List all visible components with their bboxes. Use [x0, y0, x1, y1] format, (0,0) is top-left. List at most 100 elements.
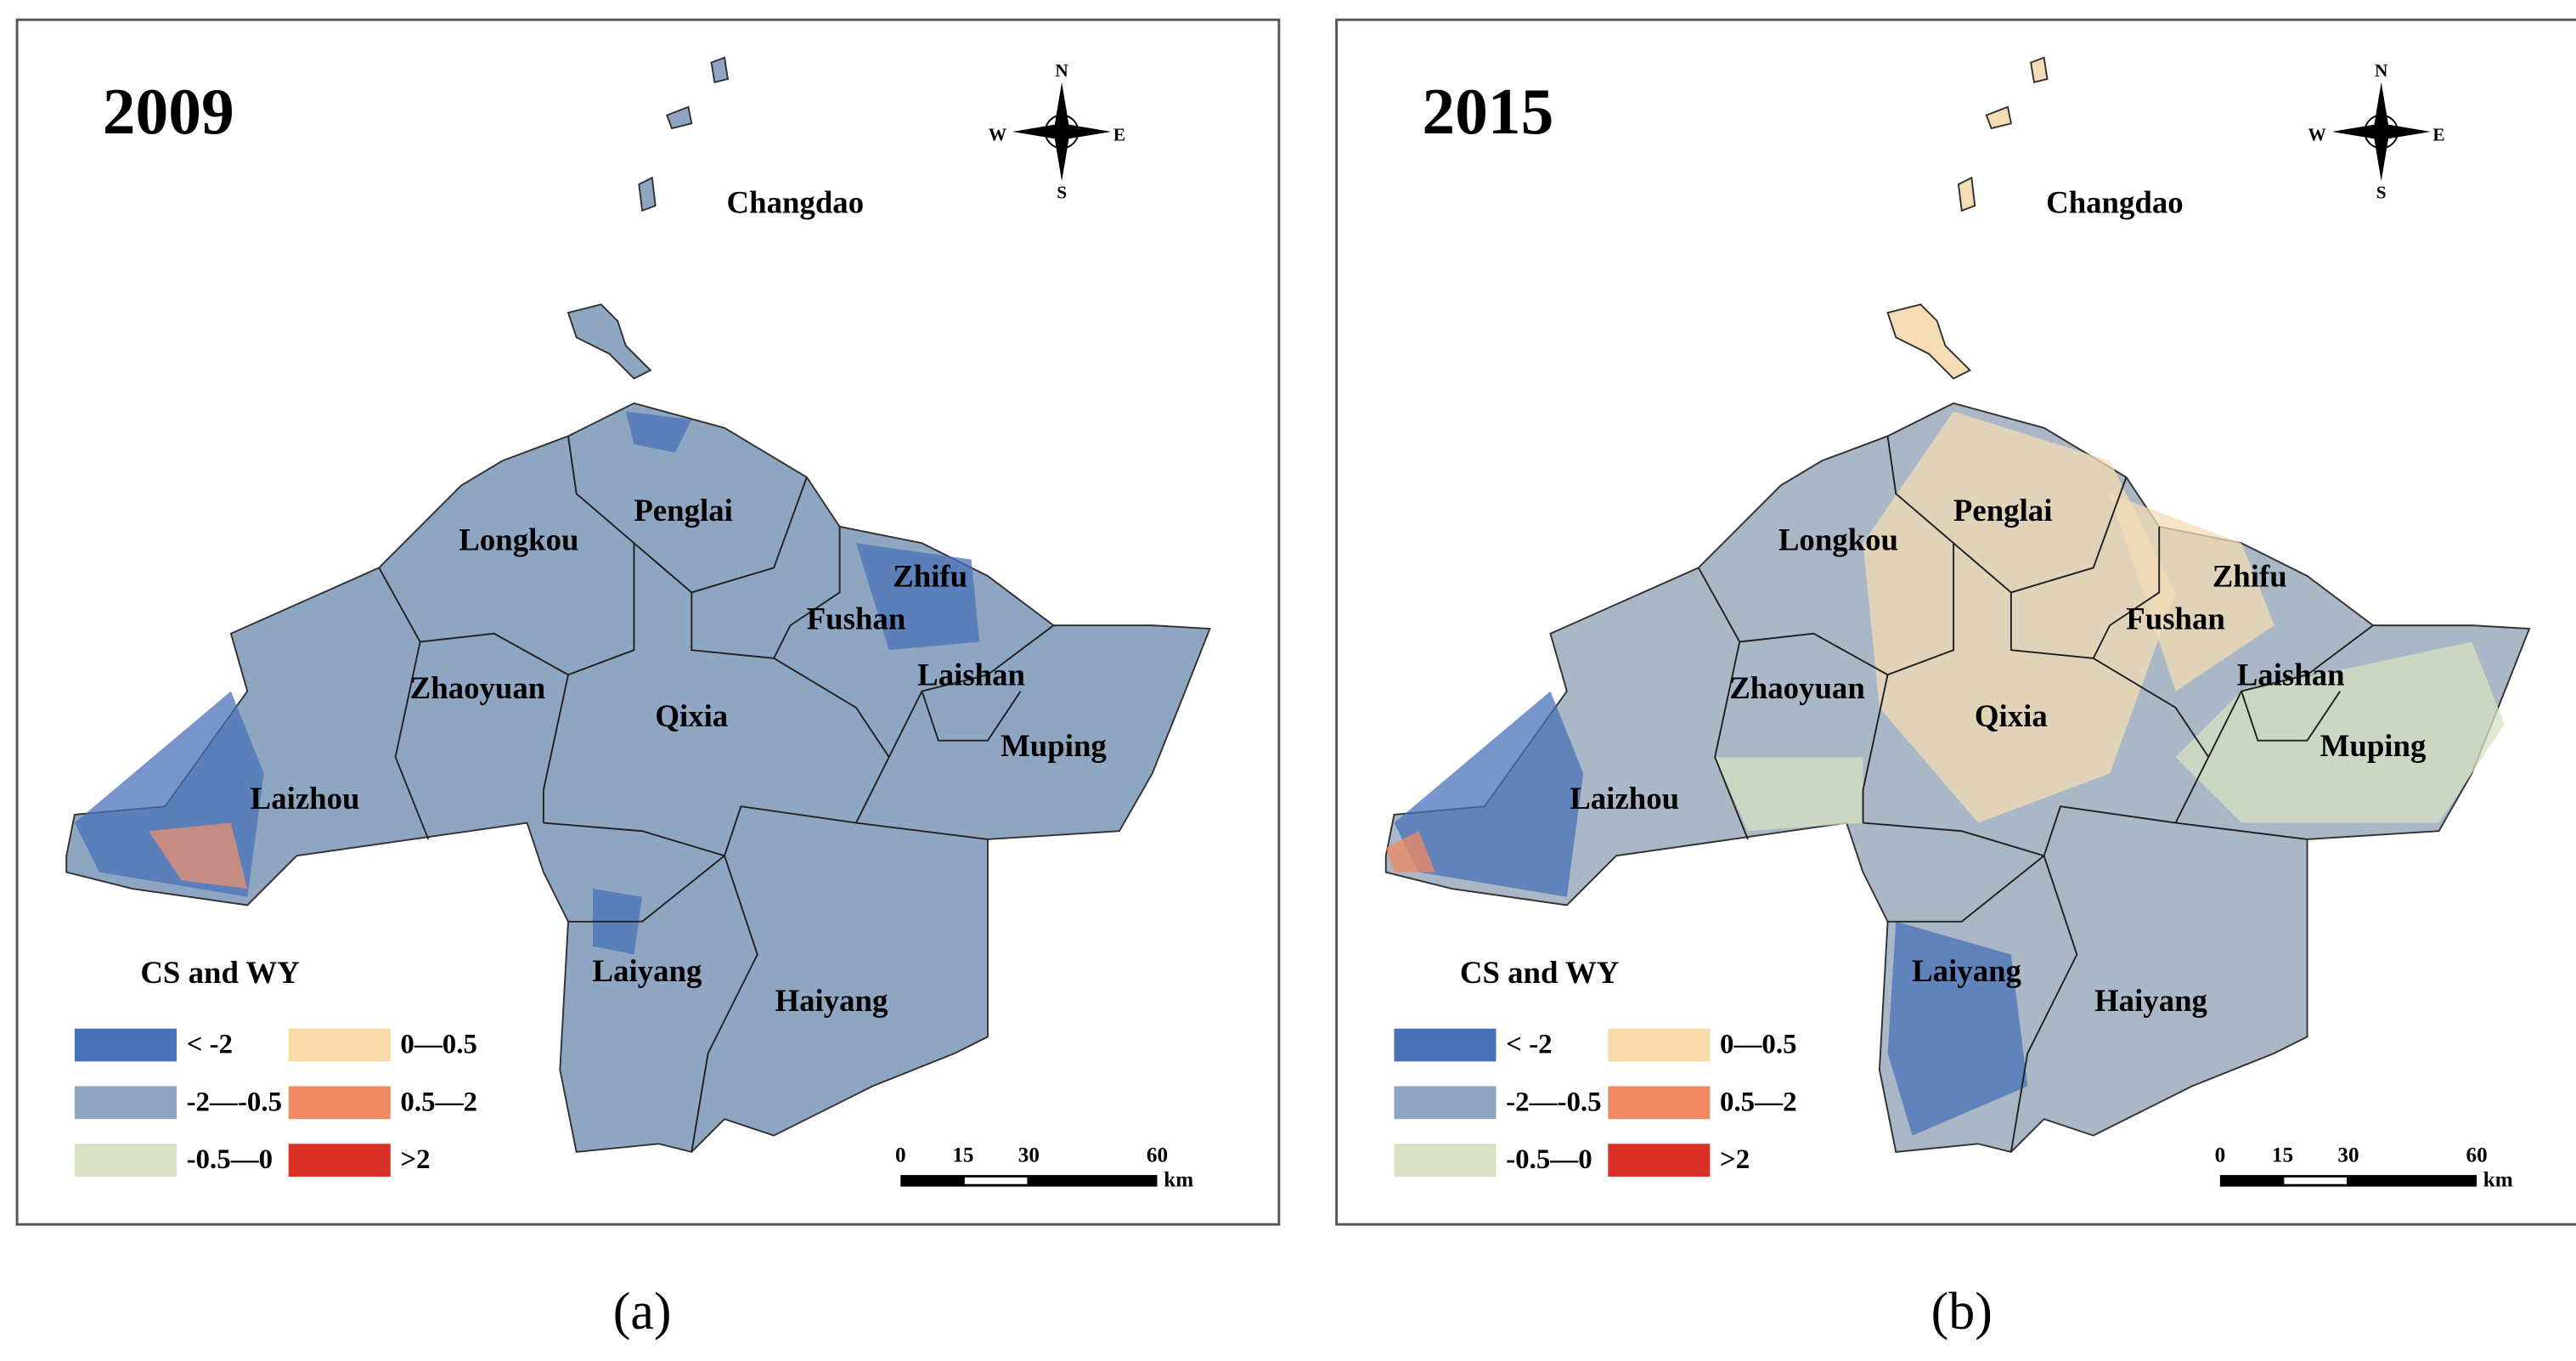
- region-label: Zhifu: [2212, 558, 2287, 593]
- island: [1886, 303, 1972, 380]
- scale-tick: 15: [952, 1144, 973, 1167]
- land-cover-patch: [1863, 411, 2176, 823]
- district-border: [378, 567, 430, 840]
- land-cover-patch: [2110, 494, 2274, 692]
- compass-w: W: [989, 125, 1006, 145]
- region-label: Zhaoyuan: [410, 670, 546, 705]
- region-label: Laishan: [2237, 658, 2345, 692]
- legend-label: < -2: [1506, 1030, 1552, 1060]
- legend-swatch: [1608, 1086, 1711, 1120]
- region-label: Fushan: [807, 601, 906, 636]
- district-border: [888, 624, 1055, 758]
- region-label: Laiyang: [1912, 953, 2021, 988]
- region-label: Muping: [1001, 728, 1107, 763]
- region-label: Haiyang: [2094, 983, 2208, 1018]
- panel-year: 2009: [103, 75, 234, 148]
- legend-swatch: [1608, 1144, 1711, 1177]
- region-label: Laizhou: [251, 781, 360, 816]
- compass-e: E: [1113, 125, 1125, 145]
- island: [710, 56, 730, 84]
- panel-caption: (b): [1931, 1283, 1993, 1341]
- district-border: [543, 805, 989, 857]
- land-cover-patch: [1715, 757, 1863, 832]
- compass-rose: [2331, 82, 2431, 182]
- region-label: Qixia: [655, 698, 728, 733]
- legend-label: -0.5—0: [187, 1144, 273, 1175]
- legend-label: -0.5—0: [1506, 1144, 1592, 1175]
- land-cover-patch: [625, 411, 692, 453]
- legend-label: 0—0.5: [400, 1030, 477, 1060]
- island: [665, 105, 693, 130]
- district-border: [542, 436, 635, 823]
- scale-bar-segment: [2284, 1177, 2348, 1184]
- compass-s: S: [1057, 182, 1067, 202]
- scale-bar: [900, 1175, 1158, 1187]
- legend-label: -2—-0.5: [187, 1087, 282, 1117]
- map-panel: 2015 Changdao Penglai Longkou Zhifu Fushan Lai…: [1335, 18, 2576, 1341]
- scale-tick: 60: [1147, 1144, 1168, 1167]
- compass-e: E: [2432, 125, 2444, 145]
- region-label: Longkou: [1778, 522, 1898, 557]
- legend-swatch: [288, 1028, 391, 1062]
- land-cover-patch: [1887, 921, 2028, 1136]
- district-border: [2010, 855, 2078, 1153]
- region-label: Zhifu: [893, 558, 967, 593]
- legend-swatch: [74, 1086, 177, 1120]
- map-panel: 2009 Changdao Penglai Longkou Zhifu Fushan Lai…: [15, 18, 1281, 1341]
- legend-swatch: [1608, 1028, 1711, 1062]
- district-border: [773, 658, 890, 823]
- island: [1957, 176, 1976, 212]
- district-border: [921, 691, 1022, 742]
- district-border: [1863, 805, 2308, 857]
- compass-n: N: [2375, 60, 2388, 81]
- legend-label: 0.5—2: [1720, 1087, 1797, 1117]
- region-label: Haiyang: [775, 983, 888, 1018]
- region-label: Changdao: [2046, 185, 2184, 220]
- island: [2030, 56, 2049, 84]
- legend-swatch: [74, 1144, 177, 1177]
- island: [638, 176, 657, 212]
- legend-swatch: [1394, 1028, 1497, 1062]
- scale-bar-segment: [964, 1177, 1028, 1184]
- region-label: Laizhou: [1570, 781, 1679, 816]
- island: [566, 303, 652, 380]
- legend-title: CS and WY: [1460, 955, 1619, 990]
- district-border: [2207, 624, 2374, 758]
- district-border: [633, 477, 808, 594]
- legend-swatch: [1394, 1144, 1497, 1177]
- land-cover-patch: [149, 822, 248, 889]
- legend-swatch: [288, 1086, 391, 1120]
- land-cover-patch: [856, 543, 980, 651]
- region-label: Changdao: [727, 185, 865, 220]
- district-border: [2010, 526, 2161, 659]
- panel-year: 2015: [1422, 75, 1553, 148]
- island: [1985, 105, 2012, 130]
- scale-tick: 60: [2466, 1144, 2487, 1167]
- panel-caption: (a): [613, 1283, 672, 1341]
- region-label: Laiyang: [593, 953, 702, 988]
- legend-label: 0.5—2: [400, 1087, 477, 1117]
- district-border: [1887, 855, 2045, 923]
- district-border: [420, 632, 569, 676]
- scale-bar: [2219, 1175, 2477, 1187]
- land-cover-patch: [1394, 691, 1584, 897]
- region-label: Laishan: [917, 658, 1025, 692]
- compass-n: N: [1055, 60, 1068, 81]
- legend-title: CS and WY: [140, 955, 299, 990]
- land-cover-patch: [2175, 641, 2506, 823]
- district-border: [1739, 632, 1889, 676]
- legend-swatch: [1394, 1086, 1497, 1120]
- region-label: Fushan: [2126, 601, 2225, 636]
- district-border: [1697, 567, 1749, 840]
- compass-w: W: [2308, 125, 2326, 145]
- legend-label: >2: [400, 1144, 430, 1175]
- region-label: Zhaoyuan: [1729, 670, 1865, 705]
- legend-label: >2: [1720, 1144, 1750, 1175]
- scale-tick: 0: [895, 1144, 906, 1167]
- scale-tick: 15: [2272, 1144, 2293, 1167]
- district-border: [1862, 436, 1955, 823]
- compass-rose: [1012, 82, 1112, 182]
- district-border: [691, 855, 758, 1153]
